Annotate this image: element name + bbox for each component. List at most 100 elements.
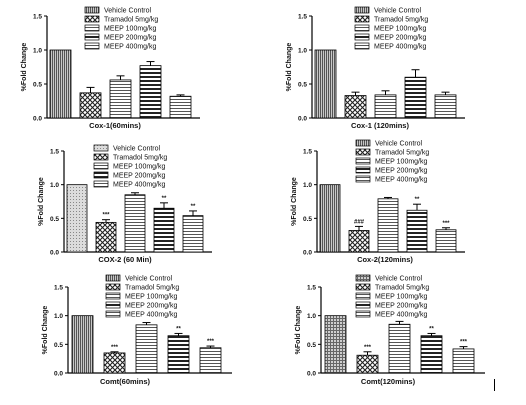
chart-panel-1: 0.0 0.5 1.0 1.5 %Fold Change Cox-1(60mins) Veh… bbox=[21, 6, 200, 130]
chart-panel-4: 0.00.51.01.5%Fold Change ###*****Cox-2(12… bbox=[291, 139, 465, 264]
bar-1 bbox=[49, 49, 72, 119]
y-tick-label: 1.5 bbox=[50, 149, 59, 156]
significance-label-4: ** bbox=[429, 326, 434, 332]
legend-label-1: Vehicle Control bbox=[375, 141, 423, 148]
significance-label-2: *** bbox=[364, 345, 372, 351]
significance-label-2: *** bbox=[111, 345, 119, 351]
y-tick-label: 0.5 bbox=[298, 82, 307, 89]
legend-label-4: MEEP 200mg/kg bbox=[374, 35, 427, 42]
legend-label-1: Vehicle Control bbox=[374, 8, 422, 15]
bar-1 bbox=[66, 184, 88, 253]
chart-title: COX-2 (60 Min) bbox=[98, 255, 152, 264]
legend-swatch-5 bbox=[355, 310, 371, 318]
y-tick-label: 0.0 bbox=[303, 250, 312, 257]
y-tick-label: 1.5 bbox=[298, 14, 307, 21]
legend-label-1: Vehicle Control bbox=[104, 8, 152, 15]
y-tick-label: 0.0 bbox=[50, 250, 59, 257]
legend: Vehicle Control Tramadol 5mg/kg MEEP 100mg… bbox=[105, 274, 179, 319]
y-tick-label: 0.0 bbox=[33, 116, 42, 123]
text-cursor bbox=[494, 379, 495, 391]
chart-title: Comt(60mins) bbox=[100, 377, 151, 386]
legend-swatch-4 bbox=[354, 33, 370, 41]
chart-title: Comt(120mins) bbox=[361, 377, 416, 386]
bar-2 bbox=[79, 92, 102, 119]
bar-2 bbox=[103, 352, 126, 374]
significance-label-5: *** bbox=[460, 340, 468, 346]
legend-swatch-5 bbox=[84, 42, 100, 50]
legend-label-4: MEEP 200mg/kg bbox=[375, 303, 428, 310]
y-tick-label: 1.5 bbox=[33, 14, 42, 21]
legend-label-4: MEEP 200mg/kg bbox=[104, 35, 157, 42]
legend-label-3: MEEP 100mg/kg bbox=[375, 159, 428, 166]
legend-swatch-5 bbox=[93, 180, 109, 188]
legend-swatch-3 bbox=[105, 292, 121, 300]
y-tick-label: 1.0 bbox=[54, 313, 63, 320]
legend-label-4: MEEP 200mg/kg bbox=[113, 173, 166, 180]
legend-swatch-4 bbox=[355, 301, 371, 309]
bar-5 bbox=[182, 215, 204, 253]
bar-3 bbox=[388, 323, 411, 374]
bar-2 bbox=[348, 230, 370, 253]
chart-panel-3: 0.00.51.01.5%Fold Change *******COX-2 (60… bbox=[38, 144, 212, 264]
y-axis-label: %Fold Change bbox=[38, 177, 45, 226]
legend-label-3: MEEP 100mg/kg bbox=[104, 26, 157, 33]
bar-1 bbox=[314, 49, 337, 119]
legend-label-5: MEEP 400mg/kg bbox=[104, 44, 157, 51]
legend-label-2: Tramadol 5mg/kg bbox=[125, 285, 179, 292]
legend-label-3: MEEP 100mg/kg bbox=[374, 26, 427, 33]
bar-3 bbox=[124, 194, 146, 253]
legend-label-2: Tramadol 5mg/kg bbox=[375, 285, 429, 292]
bar-4 bbox=[153, 207, 175, 253]
legend-swatch-3 bbox=[355, 157, 371, 165]
y-tick-label: 1.0 bbox=[50, 182, 59, 189]
chart-title: Cox-1(60mins) bbox=[89, 121, 141, 130]
legend-swatch-1 bbox=[93, 144, 109, 152]
legend-label-3: MEEP 100mg/kg bbox=[375, 294, 428, 301]
bar-4 bbox=[404, 76, 427, 119]
legend-label-5: MEEP 400mg/kg bbox=[375, 312, 428, 319]
legend-swatch-3 bbox=[355, 292, 371, 300]
legend-swatch-5 bbox=[105, 310, 121, 318]
significance-label-4: ** bbox=[415, 197, 420, 203]
y-tick-label: 1.0 bbox=[33, 48, 42, 55]
bar-1 bbox=[324, 315, 347, 374]
legend-swatch-3 bbox=[93, 162, 109, 170]
bar-5 bbox=[434, 94, 457, 119]
legend-swatch-4 bbox=[105, 301, 121, 309]
y-axis-label: %Fold Change bbox=[291, 177, 298, 226]
legend: Vehicle Control Tramadol 5mg/kg MEEP 100mg… bbox=[354, 6, 428, 51]
bar-5 bbox=[452, 348, 475, 374]
legend-label-2: Tramadol 5mg/kg bbox=[375, 150, 429, 157]
significance-label-5: ** bbox=[191, 204, 196, 210]
chart-title: Cox-2(120mins) bbox=[357, 255, 413, 264]
bar-5 bbox=[435, 229, 457, 253]
y-tick-label: 1.5 bbox=[303, 149, 312, 156]
bar-2 bbox=[356, 354, 379, 374]
legend-label-3: MEEP 100mg/kg bbox=[113, 164, 166, 171]
significance-label-5: *** bbox=[442, 221, 450, 227]
y-tick-label: 0.5 bbox=[50, 216, 59, 223]
y-axis-label: %Fold Change bbox=[42, 306, 49, 355]
significance-label-5: *** bbox=[207, 339, 215, 345]
legend-label-1: Vehicle Control bbox=[375, 276, 423, 283]
significance-label-4: ** bbox=[162, 196, 167, 202]
legend-swatch-2 bbox=[355, 148, 371, 156]
legend: Vehicle Control Tramadol 5mg/kg MEEP 100mg… bbox=[355, 139, 429, 184]
bar-4 bbox=[420, 335, 443, 374]
significance-label-2: *** bbox=[102, 213, 110, 219]
legend-label-4: MEEP 200mg/kg bbox=[375, 168, 428, 175]
bar-5 bbox=[199, 347, 222, 374]
bar-4 bbox=[406, 209, 428, 253]
y-tick-label: 0.0 bbox=[298, 116, 307, 123]
legend: Vehicle Control Tramadol 5mg/kg MEEP 100mg… bbox=[84, 6, 158, 51]
legend-label-1: Vehicle Control bbox=[113, 146, 161, 153]
legend-swatch-2 bbox=[355, 283, 371, 291]
legend-label-5: MEEP 400mg/kg bbox=[125, 312, 178, 319]
y-tick-label: 0.5 bbox=[303, 216, 312, 223]
legend-swatch-5 bbox=[354, 42, 370, 50]
legend-label-3: MEEP 100mg/kg bbox=[125, 294, 178, 301]
legend-swatch-2 bbox=[354, 15, 370, 23]
bar-4 bbox=[167, 335, 190, 374]
y-tick-label: 1.0 bbox=[303, 182, 312, 189]
